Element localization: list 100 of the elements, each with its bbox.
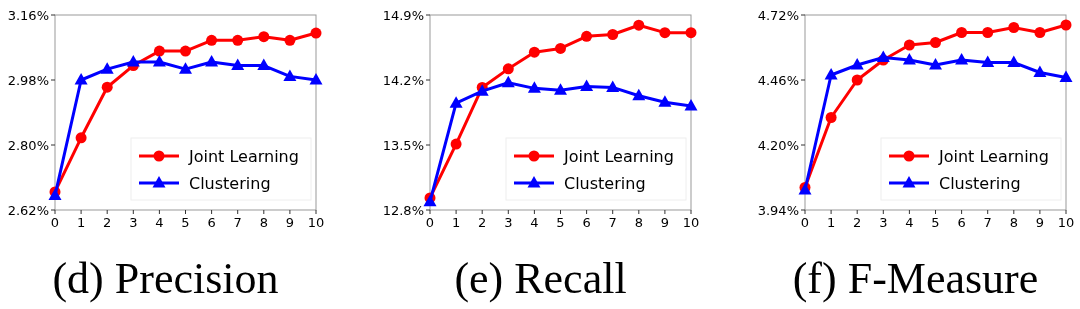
point — [956, 27, 968, 38]
x-tick-label: 3 — [879, 215, 888, 230]
point — [257, 58, 271, 71]
y-tick-label: 3.16% — [7, 7, 49, 23]
x-tick-label: 5 — [556, 215, 565, 230]
legend-label: Clustering — [189, 173, 271, 193]
point — [101, 81, 113, 93]
point — [930, 37, 941, 48]
point — [1034, 27, 1046, 38]
y-tick-label: 2.62% — [7, 202, 49, 218]
x-tick-label: 8 — [259, 215, 268, 230]
point — [310, 27, 322, 39]
x-tick-label: 5 — [931, 215, 940, 230]
point — [449, 96, 463, 108]
x-tick-label: 0 — [425, 215, 435, 230]
x-tick-label: 8 — [1009, 215, 1018, 230]
point — [284, 34, 296, 46]
y-tick-label: 3.94% — [757, 202, 799, 218]
x-tick-label: 10 — [307, 215, 325, 230]
point — [309, 73, 323, 85]
point — [658, 95, 672, 107]
y-tick-label: 4.20% — [757, 137, 799, 153]
point — [659, 27, 671, 39]
point — [153, 45, 165, 57]
x-tick-label: 4 — [530, 215, 539, 230]
point — [851, 74, 863, 86]
point — [554, 83, 567, 95]
point — [258, 31, 270, 43]
x-tick-label: 4 — [155, 215, 164, 230]
point — [902, 53, 916, 65]
y-tick-label: 2.80% — [7, 137, 49, 153]
x-tick-label: 6 — [582, 215, 591, 230]
point — [74, 73, 88, 85]
point — [179, 62, 192, 74]
point — [283, 69, 297, 81]
point — [982, 27, 994, 38]
point — [232, 34, 244, 46]
x-tick-label: 5 — [181, 215, 190, 230]
point — [1033, 65, 1047, 77]
point — [152, 54, 166, 67]
point — [1007, 55, 1021, 67]
x-tick-label: 9 — [285, 215, 295, 230]
x-tick-label: 1 — [76, 215, 86, 230]
y-tick-label: 4.46% — [757, 72, 799, 88]
point — [685, 27, 697, 39]
point — [1008, 22, 1020, 33]
point — [527, 81, 541, 93]
point — [528, 46, 540, 58]
x-tick-label: 10 — [1057, 215, 1075, 230]
point — [824, 68, 838, 80]
x-tick-label: 2 — [853, 215, 862, 230]
x-tick-label: 9 — [660, 215, 670, 230]
point — [981, 55, 995, 67]
point — [876, 50, 890, 62]
x-tick-label: 7 — [983, 215, 992, 230]
point — [850, 58, 864, 70]
point — [450, 138, 462, 150]
point — [581, 30, 593, 42]
point — [632, 88, 646, 101]
x-axis-title: (d) Precision — [52, 254, 279, 303]
x-tick-label: 1 — [826, 215, 836, 230]
legend-label: Joint Learning — [563, 146, 674, 166]
point — [555, 42, 566, 54]
point — [606, 80, 620, 92]
point — [955, 53, 969, 65]
x-tick-label: 6 — [957, 215, 966, 230]
y-tick-label: 14.2% — [382, 72, 424, 88]
point — [231, 58, 245, 71]
y-tick-label: 12.8% — [382, 202, 424, 218]
point — [825, 112, 837, 123]
x-tick-label: 8 — [634, 215, 643, 230]
point — [75, 132, 87, 144]
legend-label: Clustering — [564, 173, 646, 193]
x-tick-label: 6 — [207, 215, 216, 230]
point — [607, 29, 619, 40]
legend-label: Clustering — [939, 173, 1021, 193]
legend-label: Joint Learning — [188, 146, 299, 166]
x-tick-label: 0 — [50, 215, 60, 230]
point — [684, 99, 698, 111]
point — [903, 39, 915, 51]
point — [205, 54, 219, 67]
x-tick-label: 3 — [504, 215, 513, 230]
point — [1060, 19, 1072, 31]
x-axis-title: (f) F-Measure — [792, 254, 1039, 303]
x-tick-label: 7 — [608, 215, 617, 230]
x-tick-label: 9 — [1035, 215, 1045, 230]
point — [501, 75, 515, 88]
point — [206, 34, 218, 46]
point — [633, 19, 645, 31]
x-tick-label: 0 — [800, 215, 810, 230]
point — [100, 62, 114, 74]
x-tick-label: 2 — [103, 215, 112, 230]
x-axis-title: (e) Recall — [454, 254, 627, 303]
x-tick-label: 4 — [905, 215, 914, 230]
y-tick-label: 14.9% — [382, 7, 424, 23]
y-tick-label: 13.5% — [382, 137, 424, 153]
point — [580, 79, 594, 91]
point — [502, 63, 514, 75]
legend-label: Joint Learning — [938, 146, 1049, 166]
y-tick-label: 2.98% — [7, 72, 49, 88]
